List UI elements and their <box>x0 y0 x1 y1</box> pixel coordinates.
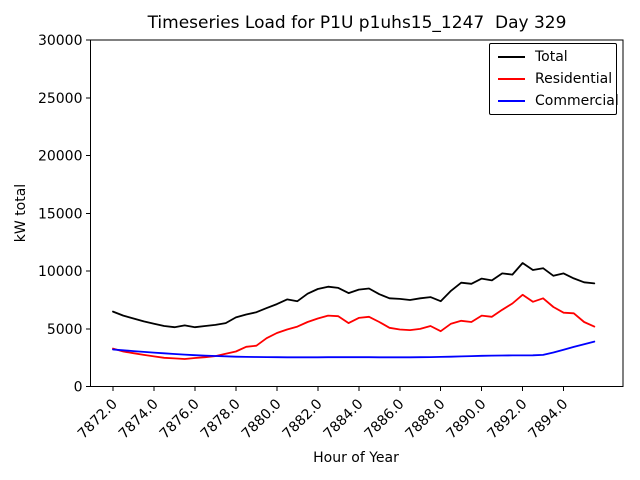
x-tick-label: 7882.0 <box>280 396 326 442</box>
x-tick-label: 7872.0 <box>75 396 121 442</box>
y-tick-label: 25000 <box>38 91 83 107</box>
legend-item-residential: Residential <box>490 68 616 90</box>
y-tick-label: 10000 <box>38 264 83 280</box>
y-tick-label: 20000 <box>38 149 83 165</box>
series-line-residential <box>112 293 596 360</box>
y-tick-label: 5000 <box>47 322 83 338</box>
x-tick-label: 7874.0 <box>116 396 162 442</box>
x-tick-label: 7890.0 <box>444 396 490 442</box>
x-tick-label: 7888.0 <box>403 396 449 442</box>
x-tick-label: 7894.0 <box>525 396 571 442</box>
x-tick-label: 7880.0 <box>239 396 285 442</box>
legend-item-total: Total <box>490 46 616 68</box>
chart-title: Timeseries Load for P1U p1uhs15_1247 Day… <box>147 13 567 33</box>
legend-label: Total <box>535 49 568 65</box>
y-tick-label: 30000 <box>38 33 83 49</box>
x-tick-label: 7886.0 <box>362 396 408 442</box>
legend-label: Residential <box>535 71 613 87</box>
legend-item-commercial: Commercial <box>490 90 619 112</box>
x-tick-label: 7892.0 <box>485 396 531 442</box>
series-line-commercial <box>112 340 596 359</box>
legend-swatch <box>498 78 525 80</box>
legend-swatch <box>498 56 525 58</box>
y-tick-label: 15000 <box>38 206 83 222</box>
legend: Total Residential Commercial <box>489 43 619 115</box>
legend-label: Commercial <box>535 93 619 109</box>
y-tick-label: 0 <box>74 380 83 396</box>
x-tick-label: 7884.0 <box>321 396 367 442</box>
series-line-total <box>112 262 596 329</box>
legend-swatch <box>498 100 525 102</box>
x-tick-label: 7878.0 <box>198 396 244 442</box>
x-axis-label: Hour of Year <box>313 450 399 466</box>
x-tick-label: 7876.0 <box>157 396 203 442</box>
